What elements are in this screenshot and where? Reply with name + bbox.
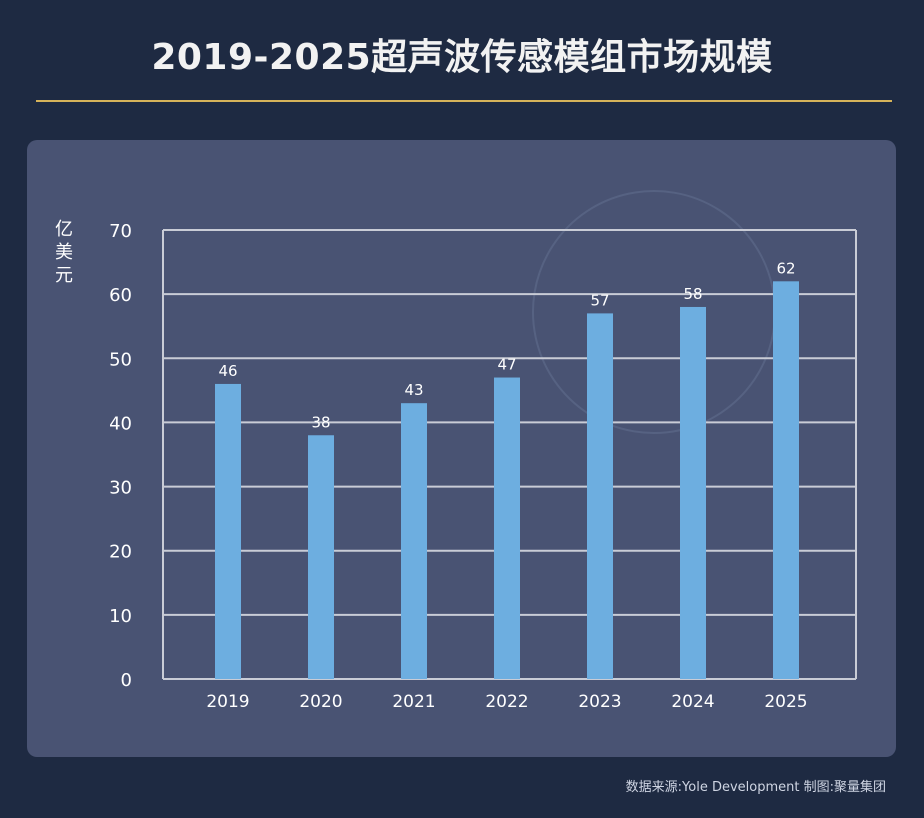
bar <box>680 306 706 679</box>
x-tick-label: 2022 <box>485 692 528 712</box>
bar <box>494 377 520 679</box>
data-label: 58 <box>683 285 702 303</box>
bar <box>587 313 613 679</box>
x-tick-label: 2020 <box>299 692 342 712</box>
y-tick-label: 70 <box>109 221 132 242</box>
data-label: 47 <box>497 356 516 374</box>
data-label: 43 <box>404 381 423 399</box>
chart-panel <box>27 140 896 757</box>
y-tick-label: 20 <box>109 542 132 563</box>
x-tick-label: 2021 <box>392 692 435 712</box>
x-tick-label: 2025 <box>764 692 807 712</box>
y-tick-label: 40 <box>109 413 132 434</box>
data-label: 57 <box>590 291 609 309</box>
y-tick-label: 10 <box>109 606 132 627</box>
data-label: 62 <box>776 259 795 277</box>
x-tick-label: 2023 <box>578 692 621 712</box>
y-tick-label: 30 <box>109 478 132 499</box>
source-note: 数据来源:Yole Development 制图:聚量集团 <box>625 780 886 795</box>
y-tick-label: 50 <box>109 349 132 370</box>
y-axis-unit-label: 亿美元 <box>55 219 73 286</box>
data-label: 46 <box>218 362 237 380</box>
title-divider <box>36 100 892 102</box>
bar <box>308 435 334 679</box>
page-title: 2019-2025超声波传感模组市场规模 <box>151 37 773 78</box>
y-tick-label: 0 <box>121 670 132 691</box>
x-tick-label: 2024 <box>671 692 714 712</box>
bar <box>401 403 427 679</box>
bar <box>773 281 799 679</box>
x-tick-label: 2019 <box>206 692 249 712</box>
bar <box>215 383 241 679</box>
y-tick-label: 60 <box>109 285 132 306</box>
data-label: 38 <box>311 413 330 431</box>
